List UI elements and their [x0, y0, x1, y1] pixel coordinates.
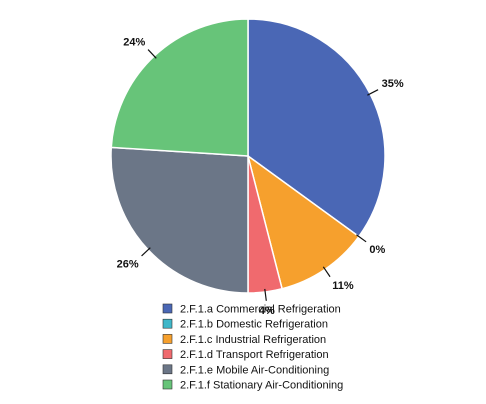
legend-label-2-f-1-b-domestic-refrigeration: 2.F.1.b Domestic Refrigeration	[180, 319, 328, 331]
legend-swatch-2-f-1-a-commercial-refrigeration	[162, 303, 173, 314]
leader-line-2-f-1-d-transport-refrigeration	[264, 288, 267, 301]
legend-swatch-2-f-1-e-mobile-air-conditioning	[162, 364, 173, 375]
legend-item-2-f-1-e-mobile-air-conditioning: 2.F.1.e Mobile Air-Conditioning	[162, 364, 329, 376]
legend-label-2-f-1-e-mobile-air-conditioning: 2.F.1.e Mobile Air-Conditioning	[180, 364, 329, 376]
legend-label-2-f-1-f-stationary-air-conditioning: 2.F.1.f Stationary Air-Conditioning	[180, 380, 343, 392]
slice-label-2-f-1-b-domestic-refrigeration: 0%	[369, 244, 385, 256]
legend-swatch-2-f-1-f-stationary-air-conditioning	[162, 379, 173, 390]
slice-label-2-f-1-a-commercial-refrigeration: 35%	[382, 78, 404, 90]
slice-label-2-f-1-d-transport-refrigeration: 4%	[259, 305, 275, 317]
legend-item-2-f-1-a-commercial-refrigeration: 2.F.1.a Commercial Refrigeration	[162, 303, 341, 316]
legend-label-2-f-1-d-transport-refrigeration: 2.F.1.d Transport Refrigeration	[180, 349, 329, 361]
legend-label-2-f-1-c-industrial-refrigeration: 2.F.1.c Industrial Refrigeration	[180, 334, 326, 346]
leader-line-2-f-1-f-stationary-air-conditioning	[147, 49, 157, 59]
legend-item-2-f-1-d-transport-refrigeration: 2.F.1.d Transport Refrigeration	[162, 349, 329, 361]
legend-swatch-2-f-1-b-domestic-refrigeration	[162, 318, 173, 329]
slice-label-2-f-1-e-mobile-air-conditioning: 26%	[117, 259, 139, 271]
pie-slice-2-f-1-e-mobile-air-conditioning	[110, 146, 249, 294]
slice-label-2-f-1-f-stationary-air-conditioning: 24%	[123, 37, 145, 49]
legend-swatch-2-f-1-d-transport-refrigeration	[162, 349, 173, 359]
slice-label-2-f-1-c-industrial-refrigeration: 11%	[332, 280, 354, 292]
legend-swatch-2-f-1-c-industrial-refrigeration	[162, 334, 173, 344]
legend-label-2-f-1-a-commercial-refrigeration: 2.F.1.a Commercial Refrigeration	[180, 304, 341, 316]
legend-item-2-f-1-b-domestic-refrigeration: 2.F.1.b Domestic Refrigeration	[162, 318, 328, 331]
leader-line-2-f-1-c-industrial-refrigeration	[322, 266, 331, 278]
leader-line-2-f-1-a-commercial-refrigeration	[367, 89, 379, 96]
slice-labels: 35% 0% 11% 4% 26% 24%	[117, 37, 404, 317]
leader-line-2-f-1-b-domestic-refrigeration	[356, 234, 367, 243]
pie-slices	[110, 18, 386, 294]
legend-item-2-f-1-c-industrial-refrigeration: 2.F.1.c Industrial Refrigeration	[162, 334, 326, 346]
legend: 2.F.1.a Commercial Refrigeration 2.F.1.b …	[162, 303, 343, 392]
leader-line-2-f-1-e-mobile-air-conditioning	[141, 247, 151, 257]
legend-item-2-f-1-f-stationary-air-conditioning: 2.F.1.f Stationary Air-Conditioning	[162, 379, 343, 392]
